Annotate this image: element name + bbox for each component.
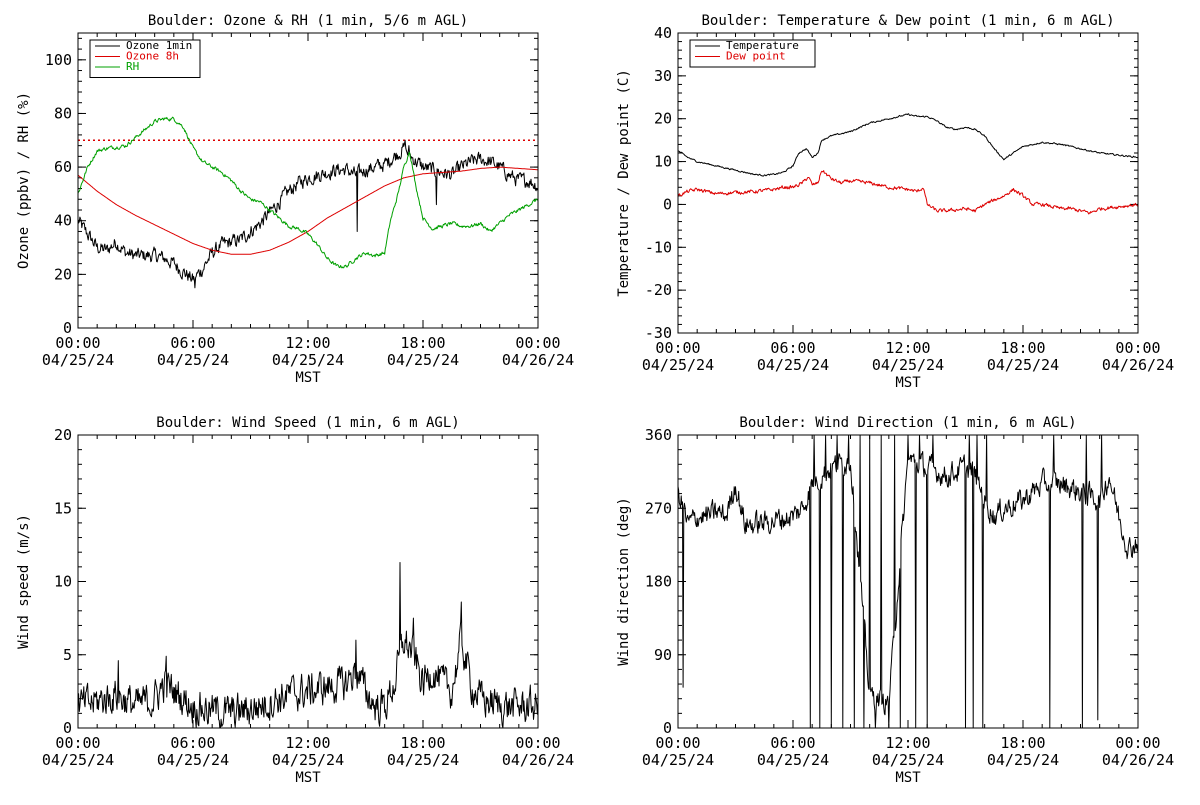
- y-tick-label: -30: [645, 324, 672, 342]
- chart-title: Boulder: Wind Direction (1 min, 6 m AGL): [739, 415, 1076, 431]
- y-axis-label: Wind speed (m/s): [16, 514, 32, 649]
- x-tick-date-label: 04/25/24: [987, 751, 1059, 769]
- legend-label: Ozone 1min: [126, 39, 192, 52]
- x-axis-label: MST: [295, 770, 321, 786]
- x-axis-label: MST: [895, 375, 921, 391]
- chart-4: Boulder: Wind Direction (1 min, 6 m AGL)…: [616, 415, 1174, 786]
- y-tick-label: 40: [54, 212, 72, 230]
- legend-label: Temperature: [726, 39, 799, 52]
- series-line-data: [77, 562, 539, 729]
- legend-box: [689, 39, 816, 68]
- x-tick-date-label: 04/26/24: [1102, 356, 1174, 374]
- chart-2: Boulder: Temperature & Dew point (1 min,…: [616, 13, 1174, 391]
- plot-frame: [77, 32, 539, 329]
- y-tick-label: 90: [654, 646, 672, 664]
- x-axis-label: MST: [895, 770, 921, 786]
- chart-3: Boulder: Wind Speed (1 min, 6 m AGL) 0 5 10…: [16, 415, 574, 786]
- plot-frame: [677, 434, 1139, 729]
- y-tick-label: 0: [663, 195, 672, 213]
- x-tick-time-label: 00:00: [515, 334, 560, 352]
- x-axis-label: MST: [295, 370, 321, 386]
- x-tick-date-label: 04/25/24: [642, 356, 714, 374]
- x-tick-time-label: 18:00: [400, 734, 445, 752]
- legend-label: RH: [126, 60, 139, 73]
- x-tick-time-label: 00:00: [655, 734, 700, 752]
- series-line-dew-point: [677, 170, 1139, 215]
- x-tick-time-label: 00:00: [55, 334, 100, 352]
- x-tick-date-label: 04/25/24: [157, 751, 229, 769]
- y-axis-label: Temperature / Dew point (C): [616, 69, 632, 297]
- x-tick-time-label: 06:00: [170, 334, 215, 352]
- x-tick-time-label: 18:00: [1000, 734, 1045, 752]
- legend-label: Dew point: [726, 50, 786, 63]
- x-tick-time-label: 12:00: [885, 339, 930, 357]
- y-tick-label: 0: [63, 319, 72, 337]
- chart-title: Boulder: Wind Speed (1 min, 6 m AGL): [156, 415, 459, 431]
- y-tick-label: 5: [63, 646, 72, 664]
- y-tick-label: 20: [54, 426, 72, 444]
- y-tick-label: 10: [654, 153, 672, 171]
- y-axis-label: Wind direction (deg): [616, 497, 632, 666]
- y-tick-label: 60: [54, 158, 72, 176]
- y-tick-label: 80: [54, 104, 72, 122]
- x-tick-time-label: 00:00: [655, 339, 700, 357]
- x-tick-time-label: 12:00: [285, 334, 330, 352]
- x-tick-date-label: 04/25/24: [387, 751, 459, 769]
- y-tick-label: 180: [645, 573, 672, 591]
- series-line-temperature: [677, 113, 1139, 177]
- x-tick-time-label: 00:00: [515, 734, 560, 752]
- x-tick-time-label: 00:00: [1115, 339, 1160, 357]
- x-tick-date-label: 04/25/24: [42, 351, 114, 369]
- x-tick-time-label: 06:00: [770, 734, 815, 752]
- plot-frame: [677, 32, 1139, 334]
- legend-label: Ozone 8h: [126, 50, 179, 63]
- y-tick-label: 20: [654, 110, 672, 128]
- series-line-rh: [77, 116, 539, 269]
- chart-title: Boulder: Temperature & Dew point (1 min,…: [701, 13, 1114, 29]
- y-tick-label: 10: [54, 573, 72, 591]
- x-tick-date-label: 04/25/24: [872, 751, 944, 769]
- series-line-ozone-8h: [77, 166, 539, 255]
- y-tick-label: 360: [645, 426, 672, 444]
- x-tick-time-label: 00:00: [55, 734, 100, 752]
- y-tick-label: -10: [645, 238, 672, 256]
- y-tick-label: 15: [54, 499, 72, 517]
- x-tick-date-label: 04/25/24: [42, 751, 114, 769]
- x-tick-time-label: 18:00: [400, 334, 445, 352]
- chart-1: Boulder: Ozone & RH (1 min, 5/6 m AGL) 0 2…: [16, 13, 574, 386]
- plot-frame: [77, 434, 539, 729]
- x-tick-date-label: 04/25/24: [272, 351, 344, 369]
- x-tick-time-label: 12:00: [885, 734, 930, 752]
- y-tick-label: 100: [45, 51, 72, 69]
- x-tick-time-label: 06:00: [170, 734, 215, 752]
- x-tick-date-label: 04/26/24: [502, 351, 574, 369]
- x-tick-date-label: 04/25/24: [387, 351, 459, 369]
- x-tick-time-label: 18:00: [1000, 339, 1045, 357]
- x-tick-date-label: 04/25/24: [157, 351, 229, 369]
- y-tick-label: -20: [645, 281, 672, 299]
- y-tick-label: 0: [663, 719, 672, 737]
- series-line-ozone-1min: [77, 139, 539, 289]
- x-tick-date-label: 04/26/24: [1102, 751, 1174, 769]
- x-tick-date-label: 04/25/24: [872, 356, 944, 374]
- x-tick-date-label: 04/25/24: [757, 356, 829, 374]
- y-tick-label: 270: [645, 499, 672, 517]
- y-tick-label: 40: [654, 24, 672, 42]
- x-tick-date-label: 04/25/24: [987, 356, 1059, 374]
- y-tick-label: 20: [54, 265, 72, 283]
- y-tick-label: 0: [63, 719, 72, 737]
- x-tick-date-label: 04/25/24: [757, 751, 829, 769]
- y-tick-label: 30: [654, 67, 672, 85]
- x-tick-date-label: 04/25/24: [642, 751, 714, 769]
- x-tick-time-label: 12:00: [285, 734, 330, 752]
- y-axis-label: Ozone (ppbv) / RH (%): [16, 92, 32, 269]
- x-tick-date-label: 04/26/24: [502, 751, 574, 769]
- chart-title: Boulder: Ozone & RH (1 min, 5/6 m AGL): [148, 13, 468, 29]
- x-tick-date-label: 04/25/24: [272, 751, 344, 769]
- x-tick-time-label: 06:00: [770, 339, 815, 357]
- x-tick-time-label: 00:00: [1115, 734, 1160, 752]
